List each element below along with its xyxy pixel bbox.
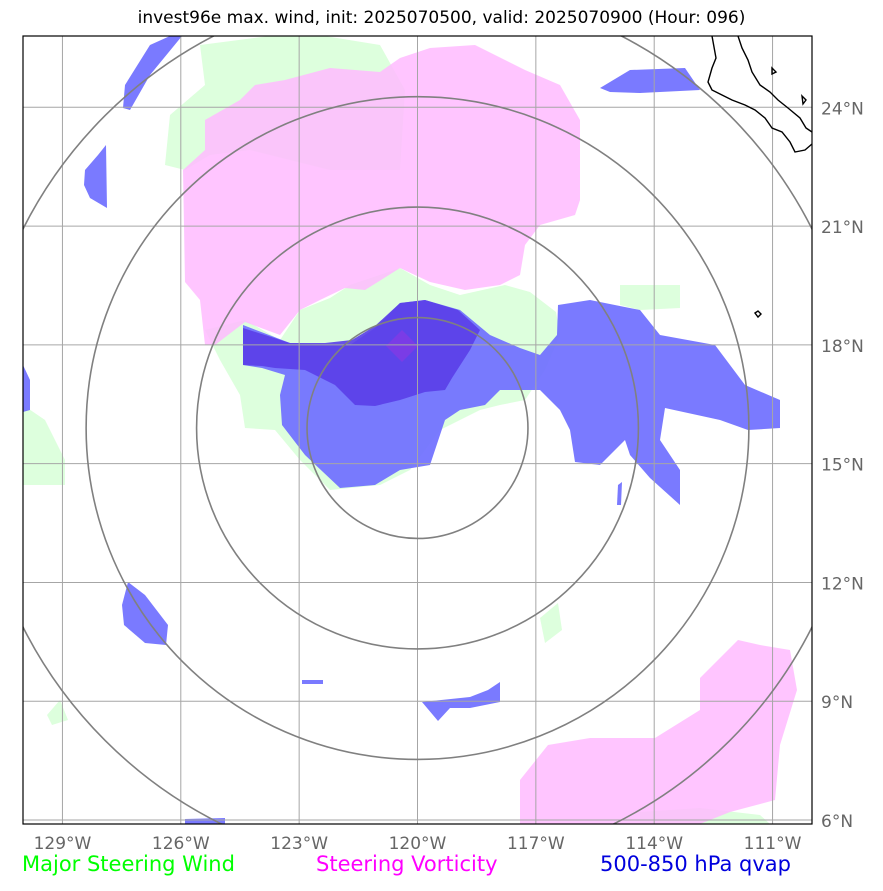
lat-tick-label: 9°N (821, 693, 853, 713)
lon-tick-label: 111°W (744, 834, 802, 854)
legend-major-steering-wind: Major Steering Wind (22, 852, 235, 876)
gulf-island (801, 94, 807, 106)
qvap-core-layer (243, 300, 480, 406)
lat-tick-label: 24°N (821, 99, 864, 119)
legend-steering-vorticity: Steering Vorticity (316, 852, 498, 876)
qvap-core-region (243, 300, 480, 406)
lat-lon-grid (23, 36, 812, 824)
range-rings (23, 36, 812, 824)
mainland-coastline (737, 36, 812, 133)
steering-wind-region (47, 700, 68, 725)
range-ring (306, 316, 529, 540)
steering-vorticity-region (520, 640, 797, 824)
latitude-tick-labels: 6°N 9°N 12°N 15°N 18°N 21°N 24°N (821, 99, 864, 832)
range-ring (195, 206, 640, 650)
lon-tick-label: 123°W (270, 834, 328, 854)
lat-tick-label: 6°N (821, 812, 853, 832)
qvap-region (23, 365, 30, 412)
lat-tick-label: 21°N (821, 218, 864, 238)
qvap-region (84, 145, 107, 208)
steering-wind-region (540, 603, 562, 643)
lat-tick-label: 18°N (821, 337, 864, 357)
lon-tick-label: 114°W (625, 834, 683, 854)
vorticity-max-marker (386, 330, 418, 362)
lat-tick-label: 15°N (821, 456, 864, 476)
map-frame (22, 35, 813, 825)
gulf-island (771, 66, 778, 76)
lon-tick-label: 117°W (507, 834, 565, 854)
lon-tick-label: 126°W (152, 834, 210, 854)
lon-tick-label: 120°W (389, 834, 447, 854)
steering-vorticity-layer (183, 45, 797, 824)
qvap-region (617, 482, 622, 505)
lon-tick-label: 129°W (34, 834, 92, 854)
baja-coastline (707, 36, 812, 153)
range-ring (85, 95, 750, 761)
steering-vorticity-region (183, 45, 580, 345)
qvap-region (123, 36, 182, 110)
socorro-island (753, 310, 762, 319)
longitude-tick-labels: 129°W 126°W 123°W 120°W 117°W 114°W 111°W (34, 834, 802, 854)
qvap-region (302, 680, 323, 684)
coastline (707, 36, 812, 319)
map-title: invest96e max. wind, init: 2025070500, v… (137, 8, 746, 28)
legend-qvap: 500-850 hPa qvap (600, 852, 791, 876)
lat-tick-label: 12°N (821, 574, 864, 594)
qvap-region (600, 68, 700, 93)
steering-wind-region (23, 405, 65, 485)
steering-wind-region (620, 285, 680, 310)
qvap-region (185, 818, 225, 824)
